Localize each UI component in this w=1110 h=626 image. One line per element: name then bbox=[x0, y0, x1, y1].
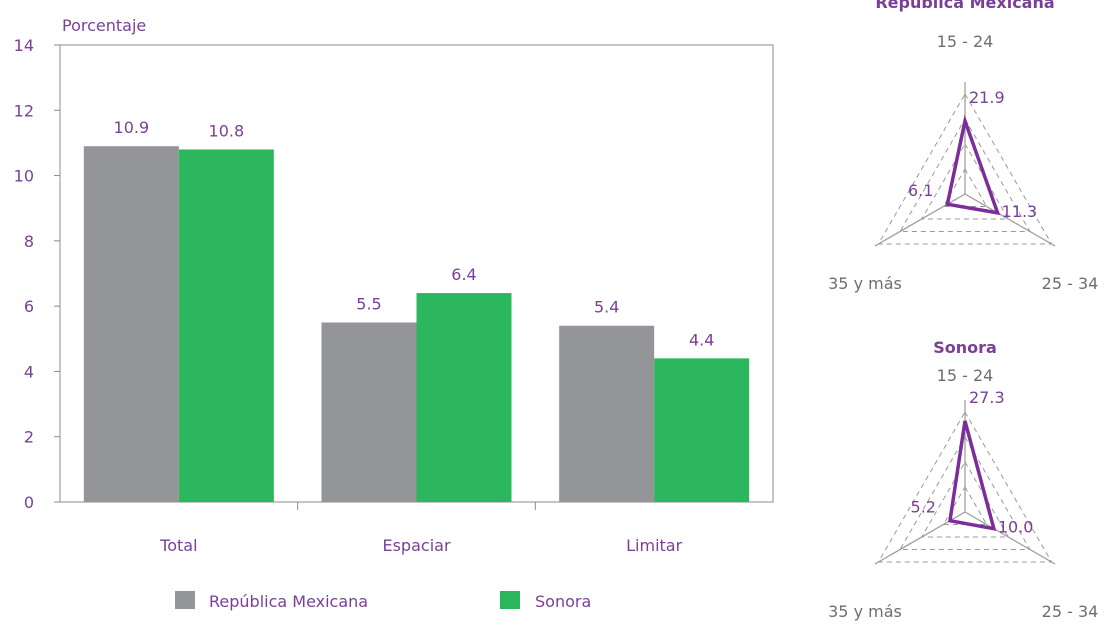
legend-label: Sonora bbox=[535, 592, 591, 611]
radar-value-label: 5.2 bbox=[911, 498, 936, 517]
radar-value-label: 27.3 bbox=[969, 388, 1005, 407]
radar-value-label: 10.0 bbox=[998, 518, 1034, 537]
data-label: 5.4 bbox=[594, 298, 619, 317]
y-tick-label: 14 bbox=[14, 36, 34, 55]
radar-spoke bbox=[964, 193, 1056, 247]
radar-grid-ring bbox=[899, 117, 1031, 232]
radar-axis-label: 35 y más bbox=[828, 274, 902, 293]
y-tick-label: 6 bbox=[24, 297, 34, 316]
bar-republica-mexicana bbox=[559, 325, 655, 502]
data-label: 6.4 bbox=[451, 265, 476, 284]
radar-axis-label: 35 y más bbox=[828, 602, 902, 621]
bar-sonora bbox=[178, 149, 274, 502]
radar-axis-label: 15 - 24 bbox=[937, 32, 994, 51]
radar-spoke bbox=[874, 193, 966, 247]
radar-spoke bbox=[964, 511, 1056, 565]
radar-value-label: 6.1 bbox=[908, 181, 933, 200]
radar-grid-ring bbox=[877, 410, 1053, 563]
y-tick-label: 10 bbox=[14, 167, 34, 186]
y-tick-label: 8 bbox=[24, 232, 34, 251]
y-axis-label: Porcentaje bbox=[62, 16, 146, 35]
x-category-label: Limitar bbox=[626, 536, 682, 555]
radar-grid-ring bbox=[877, 92, 1053, 245]
bar-republica-mexicana bbox=[321, 322, 417, 502]
legend-label: República Mexicana bbox=[209, 592, 368, 611]
bar-sonora bbox=[416, 293, 512, 502]
legend-swatch bbox=[175, 591, 195, 609]
bar-republica-mexicana bbox=[83, 146, 179, 502]
radar-axis-label: 25 - 34 bbox=[1042, 274, 1099, 293]
radar-title: República Mexicana bbox=[875, 0, 1054, 12]
data-label: 5.5 bbox=[356, 294, 381, 313]
radar-title: Sonora bbox=[933, 338, 997, 357]
y-tick-label: 4 bbox=[24, 362, 34, 381]
data-label: 10.8 bbox=[209, 121, 245, 140]
radar-grid-ring bbox=[899, 435, 1031, 550]
data-label: 4.4 bbox=[689, 330, 714, 349]
x-category-label: Espaciar bbox=[382, 536, 450, 555]
x-category-label: Total bbox=[159, 536, 197, 555]
y-tick-label: 0 bbox=[24, 493, 34, 512]
data-label: 10.9 bbox=[114, 118, 150, 137]
radar-chart-sonora: 27.3 10.0 5.2 Sonora 15 - 24 25 - 34 35 y más bbox=[828, 338, 1099, 621]
y-tick-label: 12 bbox=[14, 101, 34, 120]
bar-chart: 0 2 4 6 8 10 12 14 Porcentaje 10.9 10.8 Total 5.5 6.4… bbox=[14, 16, 774, 611]
legend-swatch bbox=[500, 591, 520, 609]
bar-sonora bbox=[654, 358, 750, 502]
y-tick-label: 2 bbox=[24, 428, 34, 447]
radar-chart-republica-mexicana: 21.9 11.3 6.1 República Mexicana 15 - 24 25 -… bbox=[828, 0, 1099, 293]
radar-axis-label: 15 - 24 bbox=[937, 366, 994, 385]
radar-value-label: 21.9 bbox=[969, 88, 1005, 107]
radar-axis-label: 25 - 34 bbox=[1042, 602, 1099, 621]
radar-grid-ring bbox=[920, 460, 1010, 538]
radar-data-polygon bbox=[945, 114, 1001, 216]
radar-data-polygon bbox=[948, 420, 997, 531]
radar-grid-ring bbox=[920, 142, 1010, 220]
radar-value-label: 11.3 bbox=[1002, 202, 1038, 221]
